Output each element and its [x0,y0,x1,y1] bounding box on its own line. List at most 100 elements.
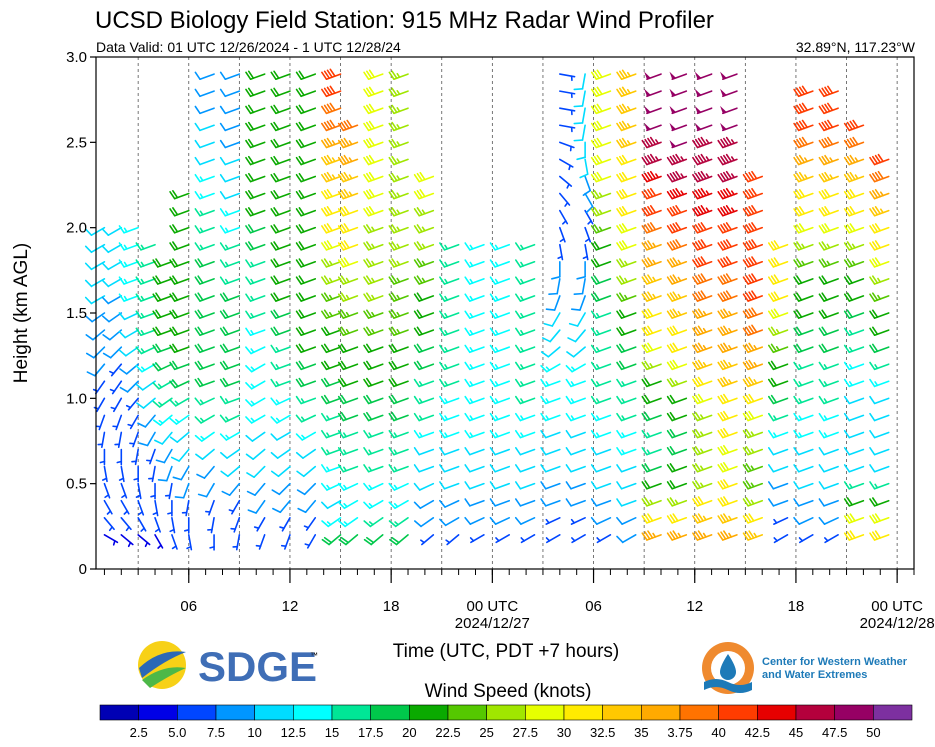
wind-barb [489,378,511,388]
wind-barb [573,107,586,125]
wind-barb [295,224,317,234]
wind-barb [773,534,789,544]
wind-barb [717,359,738,371]
wind-barb [245,87,266,98]
wind-barb [321,258,342,268]
wind-barb [767,447,789,456]
wind-barb [245,121,266,132]
wind-barb [295,121,317,132]
colorbar-label-15: 40 [711,725,725,740]
wind-barb [644,71,662,80]
wind-barb [843,447,865,456]
wind-barb [388,172,409,183]
y-axis: 0 0.5 1.0 1.5 2.0 2.5 3.0 [66,49,96,578]
wind-barb [245,293,266,302]
wind-barb [793,481,814,490]
wind-barb [565,464,586,473]
profile-20 [540,73,576,544]
wind-barb [171,534,178,550]
wind-barb [120,534,134,548]
wind-barb [666,239,688,251]
wind-barb [135,346,156,355]
profile-8 [245,70,266,550]
wind-barb [565,395,586,405]
wind-barb [489,464,511,473]
wind-barb [742,239,764,251]
wind-barb [641,170,662,183]
wind-barb [337,447,359,456]
wind-barb [571,534,586,544]
wind-barb [616,171,637,183]
wind-barb [295,395,317,405]
wind-barb [568,312,586,327]
wind-barb [694,105,713,115]
wind-barb [818,119,839,132]
cw3e-name-line1: Center for Western Weather [762,656,908,668]
wind-barb [767,429,789,439]
wind-barb [590,137,612,149]
wind-barb [245,172,266,183]
wind-barb [464,378,485,388]
wind-barb [270,190,291,200]
wind-barb [245,327,266,336]
wind-barb [230,516,241,533]
profile-33 [869,153,890,541]
wind-barb [515,464,536,473]
wind-barb [843,395,865,405]
wind-barb [464,498,485,507]
wind-barb [818,102,839,115]
wind-barb [245,310,266,319]
wind-barb [194,309,215,319]
wind-barb [413,241,435,251]
wind-barb [692,308,713,319]
wind-barb [194,156,215,166]
colorbar-label-2: 7.5 [207,725,225,740]
sdge-logo: SDGE ™ [138,641,318,690]
colorbar-label-3: 10 [247,725,261,740]
wind-barb [666,205,688,217]
wind-barb [388,309,409,319]
wind-barb [321,223,342,234]
profile-3 [135,242,164,549]
wind-barb [818,395,839,405]
wind-barb [152,292,173,302]
wind-barb [321,275,342,285]
wind-barb [321,206,342,217]
profile-21 [565,73,594,544]
wind-barb [169,241,190,251]
wind-barb [413,326,435,336]
wind-barb [590,190,612,200]
wind-barb [641,274,662,285]
wind-barb [692,273,713,285]
wind-barb [616,154,637,166]
profile-6 [194,71,215,551]
sdge-sun-icon [138,641,186,689]
wind-barb [119,363,139,375]
colorbar-label-14: 3.75 [667,725,692,740]
wind-barb [152,326,173,336]
wind-barb [818,154,839,166]
wind-barb [219,309,241,319]
wind-barb [616,498,637,507]
wind-barb [540,363,561,373]
profile-29 [767,240,789,544]
x-tick-label-6: 18 [788,598,805,615]
profile-23 [616,69,637,544]
wind-barb [270,344,291,354]
wind-barb [388,343,409,354]
wind-barb [174,482,190,499]
wind-barb [767,291,789,302]
wind-barb [337,394,359,405]
wind-barb [194,122,215,132]
wind-barb [414,516,435,528]
wind-barb [337,360,359,371]
wind-barb [337,275,359,285]
colorbar: 2.5 5.0 7.5 10 12.5 15 17.5 20 22.5 25 27.5 30 32.5 3… [99,704,913,740]
wind-barb [219,88,241,98]
wind-barb [515,293,536,302]
wind-barb [337,240,359,251]
profile-2 [118,225,151,548]
wind-barb [337,119,359,132]
wind-barb [641,513,662,524]
wind-barb [489,293,511,302]
